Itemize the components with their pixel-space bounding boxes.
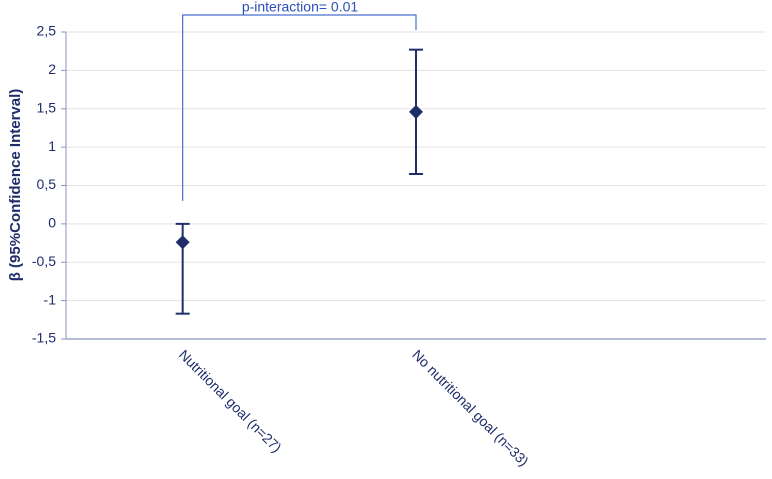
y-tick-label: -1 [44, 291, 57, 307]
y-tick-label: -1,5 [32, 330, 56, 346]
point [175, 235, 190, 250]
x-tick-label: No nutritional goal (n=33) [409, 346, 532, 469]
point [409, 104, 423, 119]
y-tick-label: 0 [48, 215, 56, 231]
y-tick-label: 0,5 [37, 176, 57, 192]
y-tick-label: 2,5 [37, 23, 57, 39]
y-tick-label: 1,5 [37, 99, 57, 115]
annotation: p-interaction= 0.01 [242, 0, 359, 15]
x-tick-label: Nutritional goal (n=27) [176, 346, 285, 455]
y-axis-label: β (95%Confidence Interval) [7, 89, 24, 282]
y-tick-label: 2 [48, 61, 56, 77]
y-tick-label: -0,5 [32, 253, 56, 269]
bracket [182, 14, 417, 201]
y-tick-label: 1 [48, 138, 56, 154]
